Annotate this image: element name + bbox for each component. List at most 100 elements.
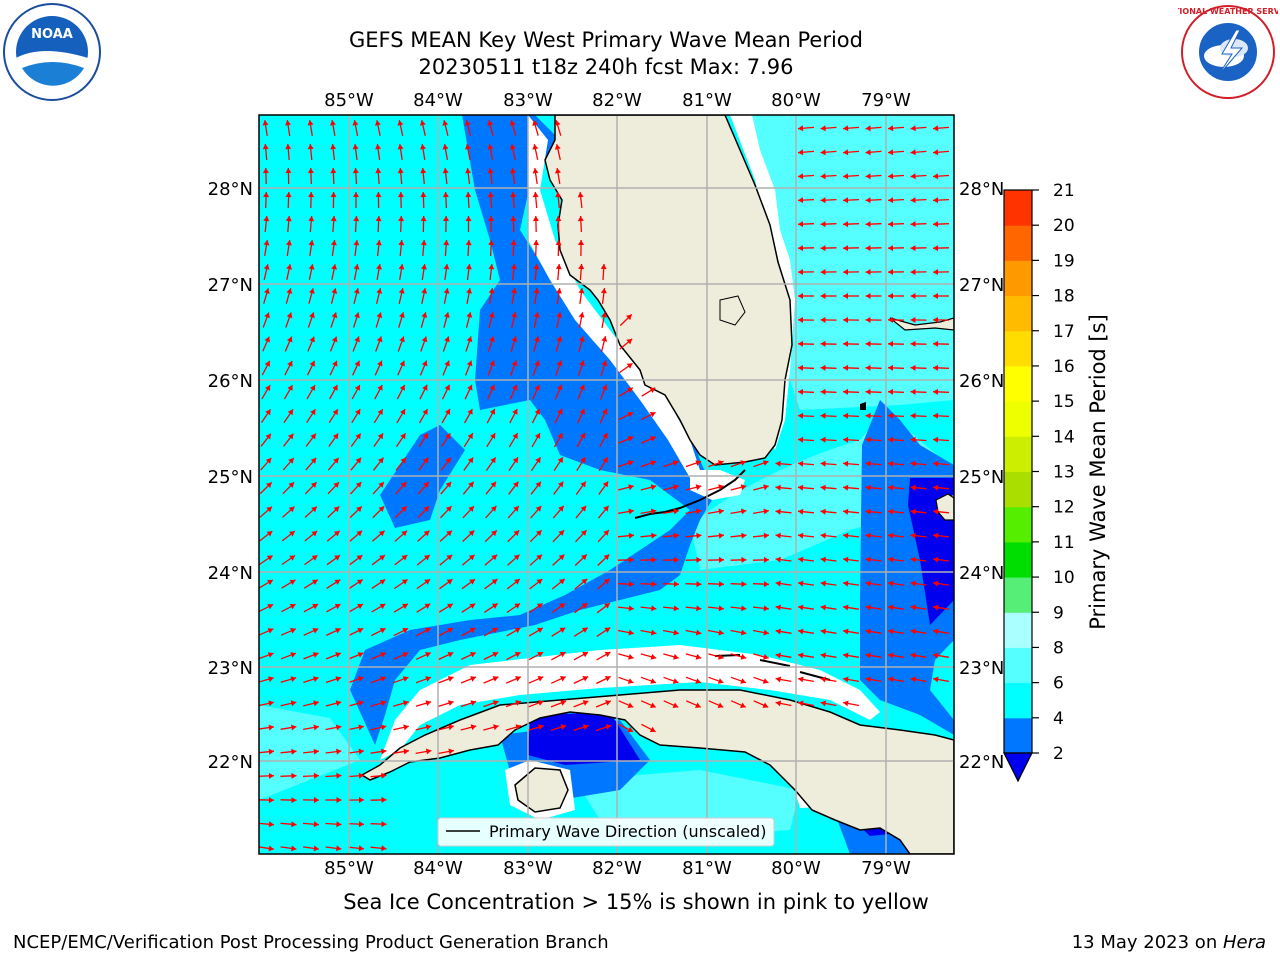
- lon-label: 79°W: [861, 90, 911, 111]
- wave-arrow-head: [695, 629, 702, 636]
- wave-arrow-head: [843, 340, 849, 347]
- wave-arrow-head: [559, 603, 565, 609]
- wave-arrow-head: [334, 603, 341, 610]
- colorbar-tick-label: 14: [1053, 427, 1075, 447]
- wave-arrow-head: [333, 457, 339, 464]
- wave-arrow-head: [377, 433, 384, 440]
- wave-arrow-head: [425, 748, 432, 755]
- wave-arrow-head: [467, 384, 473, 391]
- wave-arrow-head: [740, 702, 746, 708]
- wave-arrow-head: [798, 245, 804, 252]
- wave-arrow-head: [820, 245, 826, 252]
- wave-arrow-head: [421, 288, 428, 294]
- wave-arrow-head: [820, 364, 826, 371]
- wave-arrow-head: [798, 628, 804, 635]
- wave-arrow-head: [718, 508, 724, 515]
- keys-mask: [690, 470, 745, 500]
- gulf-batabano-calm-zone: [528, 712, 640, 765]
- wave-arrow-head: [312, 603, 319, 610]
- wave-arrow-head: [910, 556, 916, 563]
- wave-arrow-head: [425, 652, 431, 658]
- wave-arrow-head: [330, 240, 337, 246]
- lat-label: 25°N: [208, 467, 253, 488]
- wave-arrow-head: [695, 702, 701, 708]
- wave-arrow-head: [820, 221, 826, 228]
- wave-arrow-head: [695, 460, 702, 466]
- wave-arrow-head: [403, 724, 409, 731]
- wave-arrow-head: [604, 627, 611, 633]
- wave-arrow-head: [910, 293, 916, 299]
- wave-arrow-head: [820, 340, 826, 347]
- wave-arrow-head: [627, 387, 633, 393]
- wave-arrow-head: [488, 264, 495, 270]
- wave-arrow-head: [381, 821, 387, 828]
- wave-arrow-head: [820, 269, 826, 275]
- wave-arrow-head: [330, 192, 337, 197]
- wave-arrow-head: [510, 168, 516, 174]
- wave-arrow-head: [820, 484, 826, 491]
- wave-arrow-head: [843, 628, 849, 635]
- wave-arrow-head: [580, 481, 586, 488]
- wave-direction-arrows: [259, 119, 950, 852]
- wave-arrow-head: [533, 240, 540, 246]
- wave-arrow-head: [532, 120, 539, 126]
- wave-arrow-head: [888, 221, 894, 228]
- wave-arrow-head: [335, 700, 342, 707]
- wave-arrow-head: [604, 603, 610, 609]
- wave-arrow-head: [511, 360, 518, 367]
- wave-arrow-head: [627, 436, 634, 442]
- wave-arrow-head: [627, 678, 634, 684]
- wave-arrow-head: [291, 748, 297, 755]
- wave-arrow-head: [798, 604, 804, 611]
- wave-arrow-head: [359, 797, 364, 803]
- wave-arrow-head: [910, 532, 916, 539]
- wave-arrow-head: [910, 149, 916, 156]
- wave-arrow-head: [353, 192, 359, 197]
- wave-arrow-head: [605, 724, 612, 730]
- lon-label: 81°W: [682, 858, 732, 879]
- wave-arrow-head: [379, 628, 386, 634]
- wave-arrow-head: [267, 652, 274, 658]
- wave-arrow-head: [888, 532, 894, 539]
- wave-arrow-head: [843, 676, 849, 683]
- wave-arrow-head: [268, 845, 274, 852]
- wave-arrow-head: [355, 409, 361, 415]
- wave-arrow-head: [556, 288, 562, 294]
- lat-label: 26°N: [208, 371, 253, 392]
- colorbar-segment: [1004, 190, 1032, 226]
- wave-arrow-head: [532, 216, 539, 222]
- wave-arrow-head: [336, 797, 342, 803]
- wave-arrow-head: [287, 409, 293, 416]
- wave-arrow-head: [933, 340, 939, 347]
- wave-arrow-head: [820, 532, 826, 539]
- wave-arrow-head: [263, 240, 270, 246]
- wave-arrow-head: [537, 676, 544, 682]
- wave-arrow-head: [603, 505, 609, 512]
- wave-arrow-head: [333, 530, 340, 537]
- colorbar-tick-label: 21: [1053, 181, 1075, 201]
- wave-arrow-head: [379, 555, 385, 561]
- wave-arrow-head: [865, 628, 871, 635]
- wave-arrow-head: [650, 484, 657, 491]
- wave-arrow-head: [512, 433, 518, 439]
- wave-arrow-head: [537, 652, 544, 658]
- wave-arrow-head: [509, 120, 516, 126]
- wave-arrow-head: [444, 384, 450, 391]
- wave-arrow-head: [741, 556, 747, 563]
- wave-arrow-head: [888, 508, 894, 515]
- lat-label: 24°N: [959, 563, 1004, 584]
- wave-arrow-head: [511, 288, 517, 294]
- wave-arrow-head: [285, 168, 292, 174]
- wave-arrow-head: [560, 700, 566, 706]
- florida-shelf-short-period-zone: [350, 115, 715, 745]
- wave-arrow-head: [289, 555, 296, 561]
- wave-arrow-head: [448, 748, 454, 755]
- wave-arrow-head: [843, 412, 849, 419]
- wave-arrow-head: [888, 245, 894, 252]
- wave-arrow-head: [533, 312, 540, 318]
- wave-arrow-head: [578, 264, 585, 270]
- wave-arrow-head: [401, 555, 408, 561]
- wave-arrow-head: [489, 360, 495, 367]
- wave-arrow-head: [775, 508, 781, 515]
- wave-arrow-head: [910, 125, 916, 132]
